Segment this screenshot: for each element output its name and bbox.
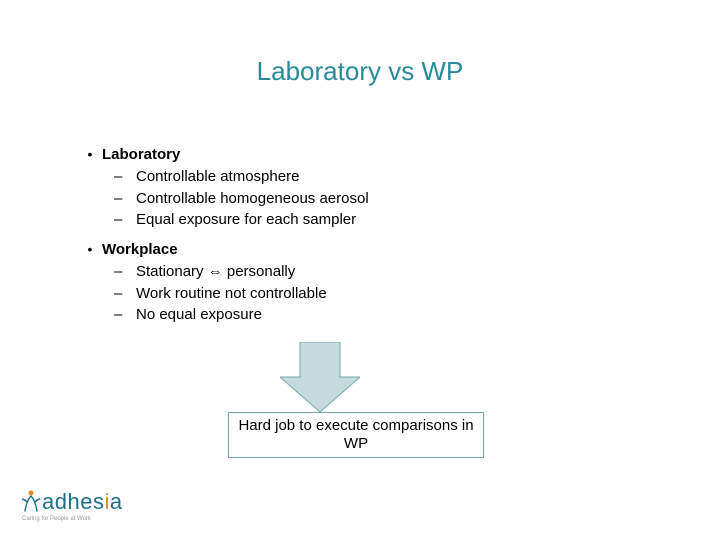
arrow-shape [280, 342, 360, 412]
subbullet: – Controllable homogeneous aerosol [114, 188, 638, 210]
subbullet: – Work routine not controllable [114, 283, 638, 305]
slide-content: • Laboratory – Controllable atmosphere –… [78, 140, 638, 326]
subbullet-text: Controllable homogeneous aerosol [136, 188, 369, 210]
section-heading: Workplace [102, 239, 178, 261]
subbullet: – Equal exposure for each sampler [114, 209, 638, 231]
bullet-dot-icon: • [78, 239, 102, 261]
logo-tagline: Caring for People at Work [22, 516, 132, 522]
bullet-workplace: • Workplace [78, 239, 638, 261]
callout-box: Hard job to execute comparisons in WP [228, 412, 484, 458]
subbullet-text: No equal exposure [136, 304, 262, 326]
dash-icon: – [114, 283, 136, 305]
bullet-dot-icon: • [78, 144, 102, 166]
dash-icon: – [114, 209, 136, 231]
dash-icon: – [114, 261, 136, 283]
logo-wordmark: adhesia [42, 489, 123, 515]
subbullet-text: Controllable atmosphere [136, 166, 299, 188]
dash-icon: – [114, 188, 136, 210]
section-heading: Laboratory [102, 144, 180, 166]
subbullet-text: Stationary ⇔ personally [136, 261, 295, 283]
slide-title: Laboratory vs WP [0, 56, 720, 87]
dash-icon: – [114, 166, 136, 188]
subbullet: – No equal exposure [114, 304, 638, 326]
bullet-laboratory: • Laboratory [78, 144, 638, 166]
down-arrow-icon [280, 342, 360, 412]
logo-figure-icon [22, 489, 40, 515]
subbullet: – Controllable atmosphere [114, 166, 638, 188]
subbullet: – Stationary ⇔ personally [114, 261, 638, 283]
subbullet-text: Equal exposure for each sampler [136, 209, 356, 231]
subbullet-text: Work routine not controllable [136, 283, 327, 305]
adhesia-logo: adhesia Caring for People at Work [22, 489, 132, 522]
callout-text: Hard job to execute comparisons in WP [235, 417, 477, 453]
dash-icon: – [114, 304, 136, 326]
